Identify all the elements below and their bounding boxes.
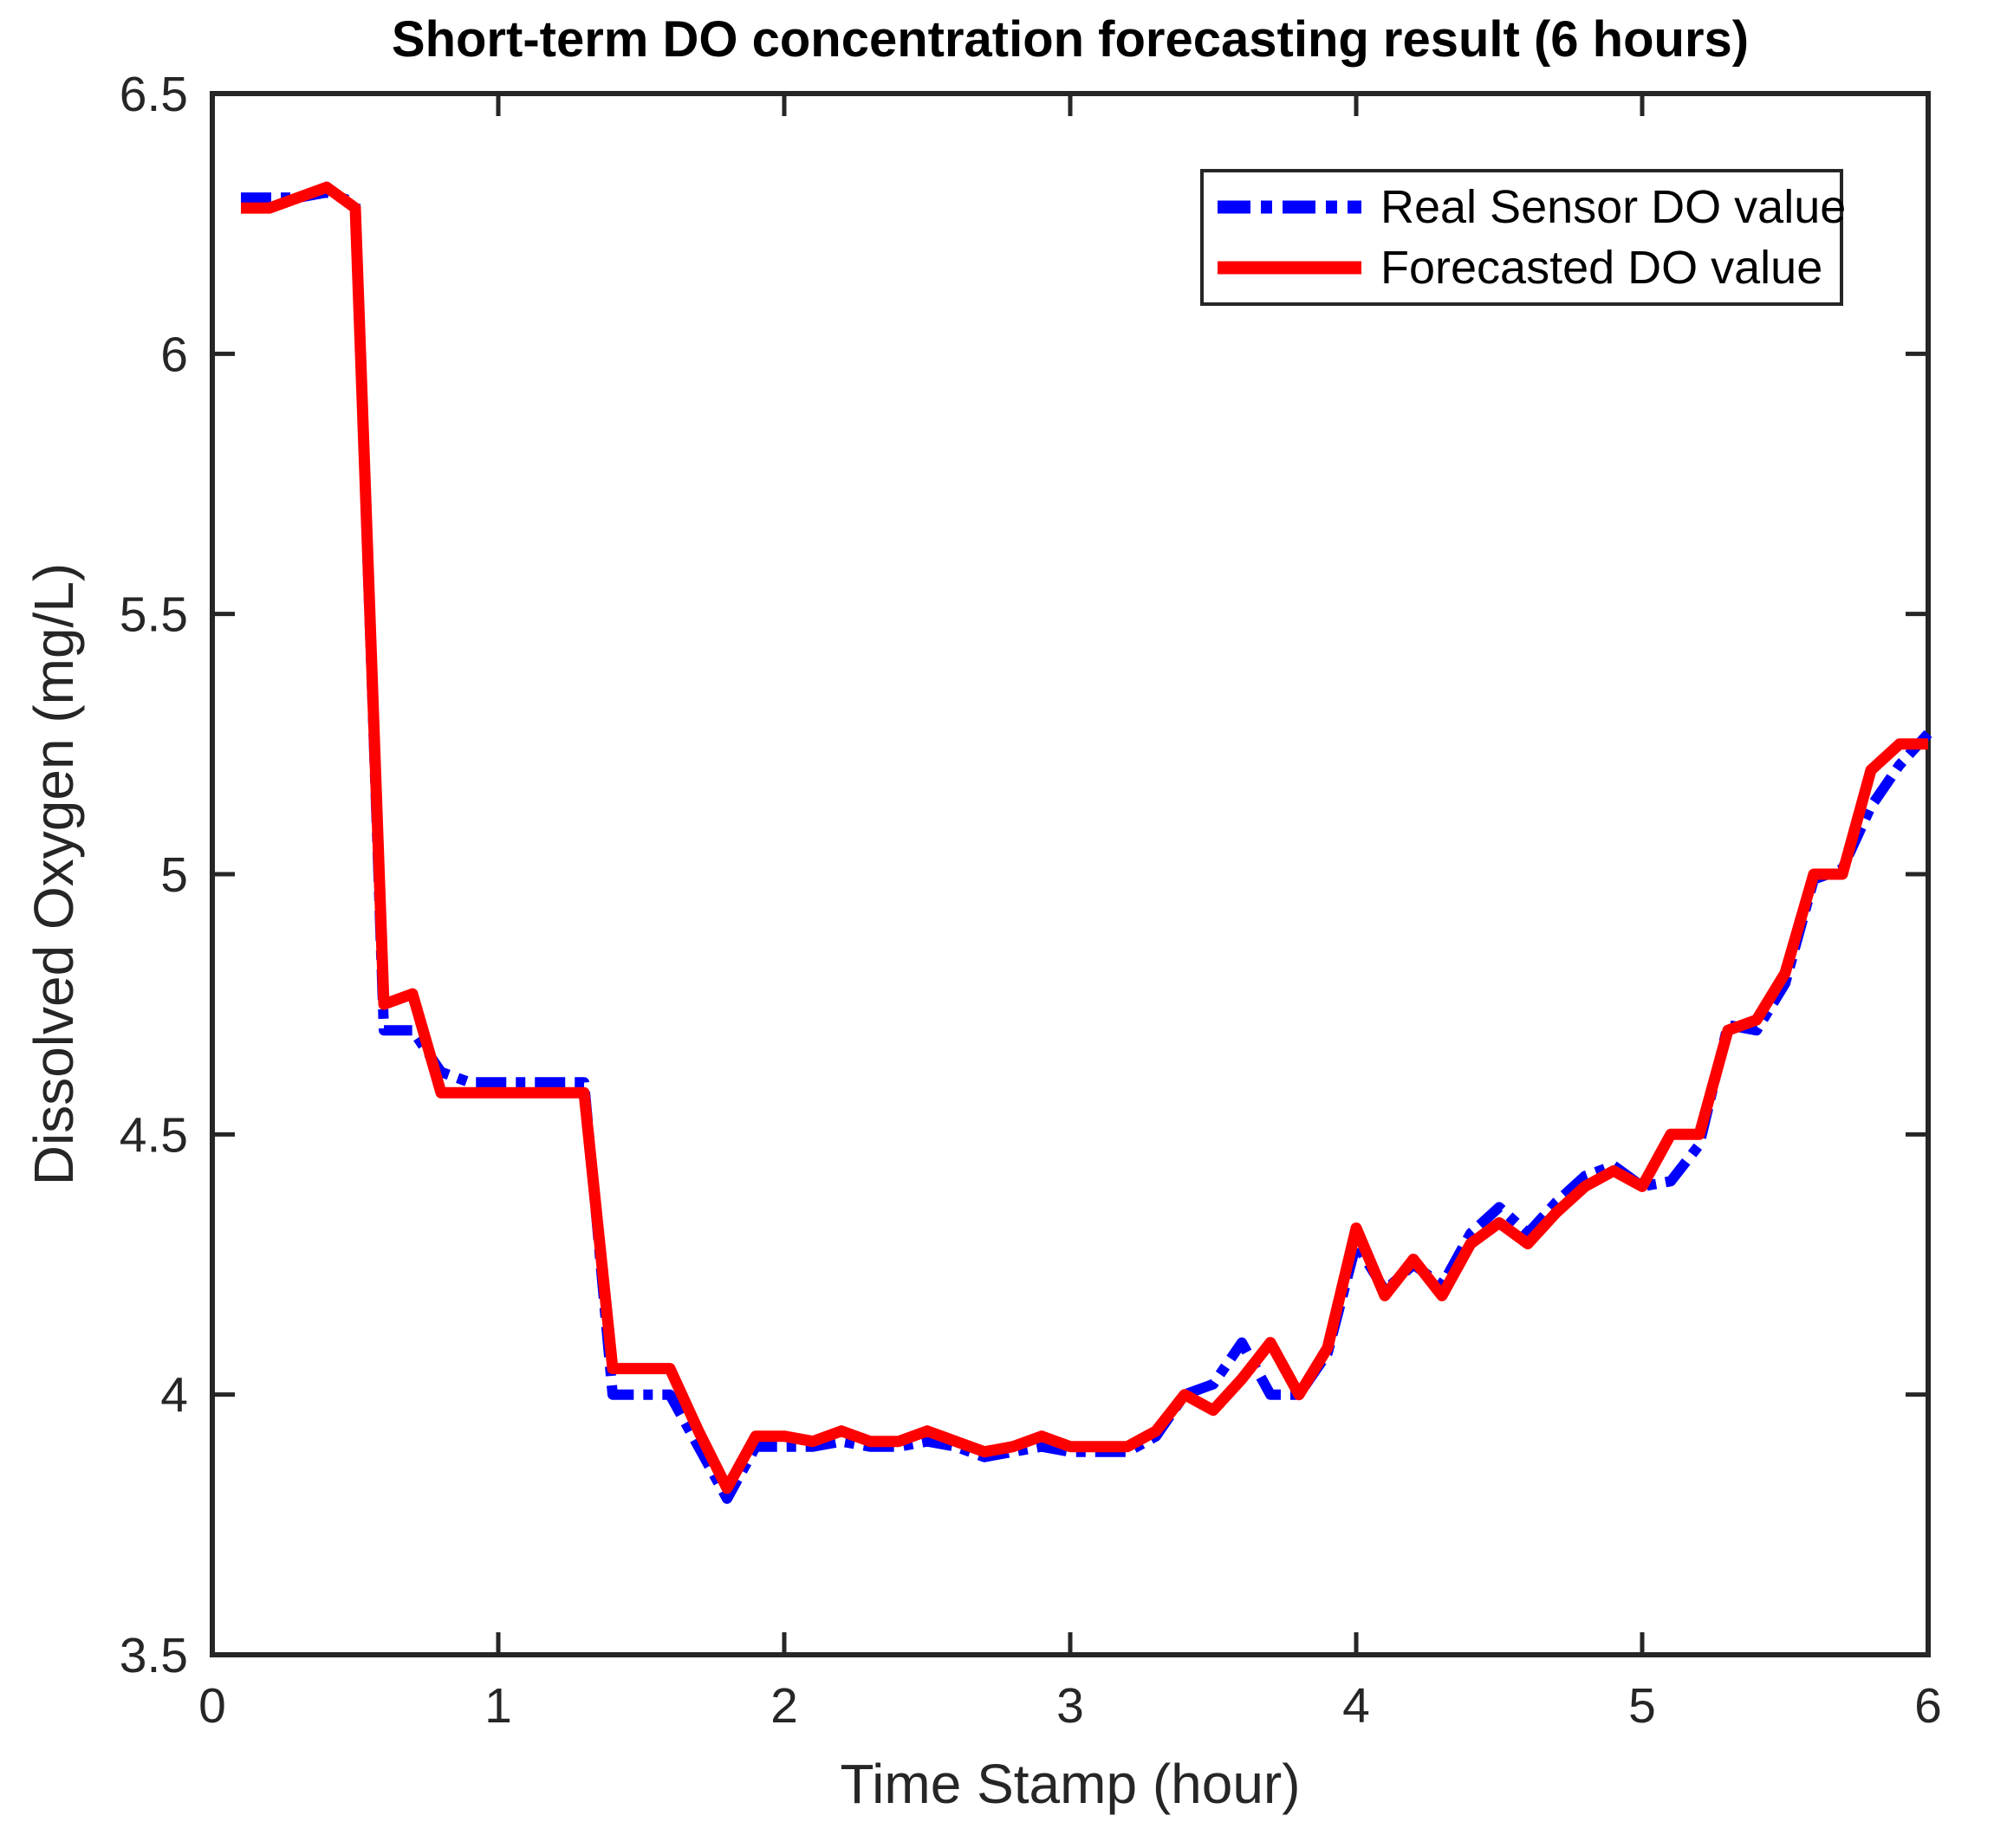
legend-item-forecasted: Forecasted DO value <box>1218 241 1840 295</box>
chart-title: Short-term DO concentration forecasting … <box>391 11 1750 68</box>
y-tick-label: 6.5 <box>120 67 188 122</box>
y-tick-label: 4.5 <box>120 1107 188 1163</box>
legend-item-real-sensor: Real Sensor DO value <box>1218 180 1846 234</box>
x-tick-label: 2 <box>770 1678 798 1734</box>
x-tick-label: 3 <box>1056 1678 1084 1734</box>
x-tick-label: 0 <box>198 1678 226 1734</box>
y-tick-label: 4 <box>160 1368 188 1423</box>
x-tick-label: 4 <box>1342 1678 1370 1734</box>
legend-swatch-dash-dot-line <box>1218 200 1361 214</box>
x-tick-label: 1 <box>484 1678 512 1734</box>
y-tick-label: 6 <box>160 327 188 382</box>
x-tick-label: 5 <box>1628 1678 1656 1734</box>
y-tick-label: 5.5 <box>120 587 188 643</box>
legend-label-real-sensor: Real Sensor DO value <box>1380 180 1847 233</box>
real-sensor-series-line <box>241 187 1932 1504</box>
y-tick-label: 3.5 <box>120 1628 188 1683</box>
x-axis-title: Time Stamp (hour) <box>840 1753 1301 1815</box>
plot-frame <box>210 91 1931 1657</box>
legend-swatch-solid-line <box>1218 261 1361 275</box>
forecast-series-line <box>241 181 1928 1495</box>
legend-label-forecasted: Forecasted DO value <box>1380 242 1823 295</box>
legend: Real Sensor DO value Forecasted DO value <box>1200 169 1846 306</box>
x-tick-label: 6 <box>1914 1678 1942 1734</box>
y-tick-label: 5 <box>160 847 188 903</box>
